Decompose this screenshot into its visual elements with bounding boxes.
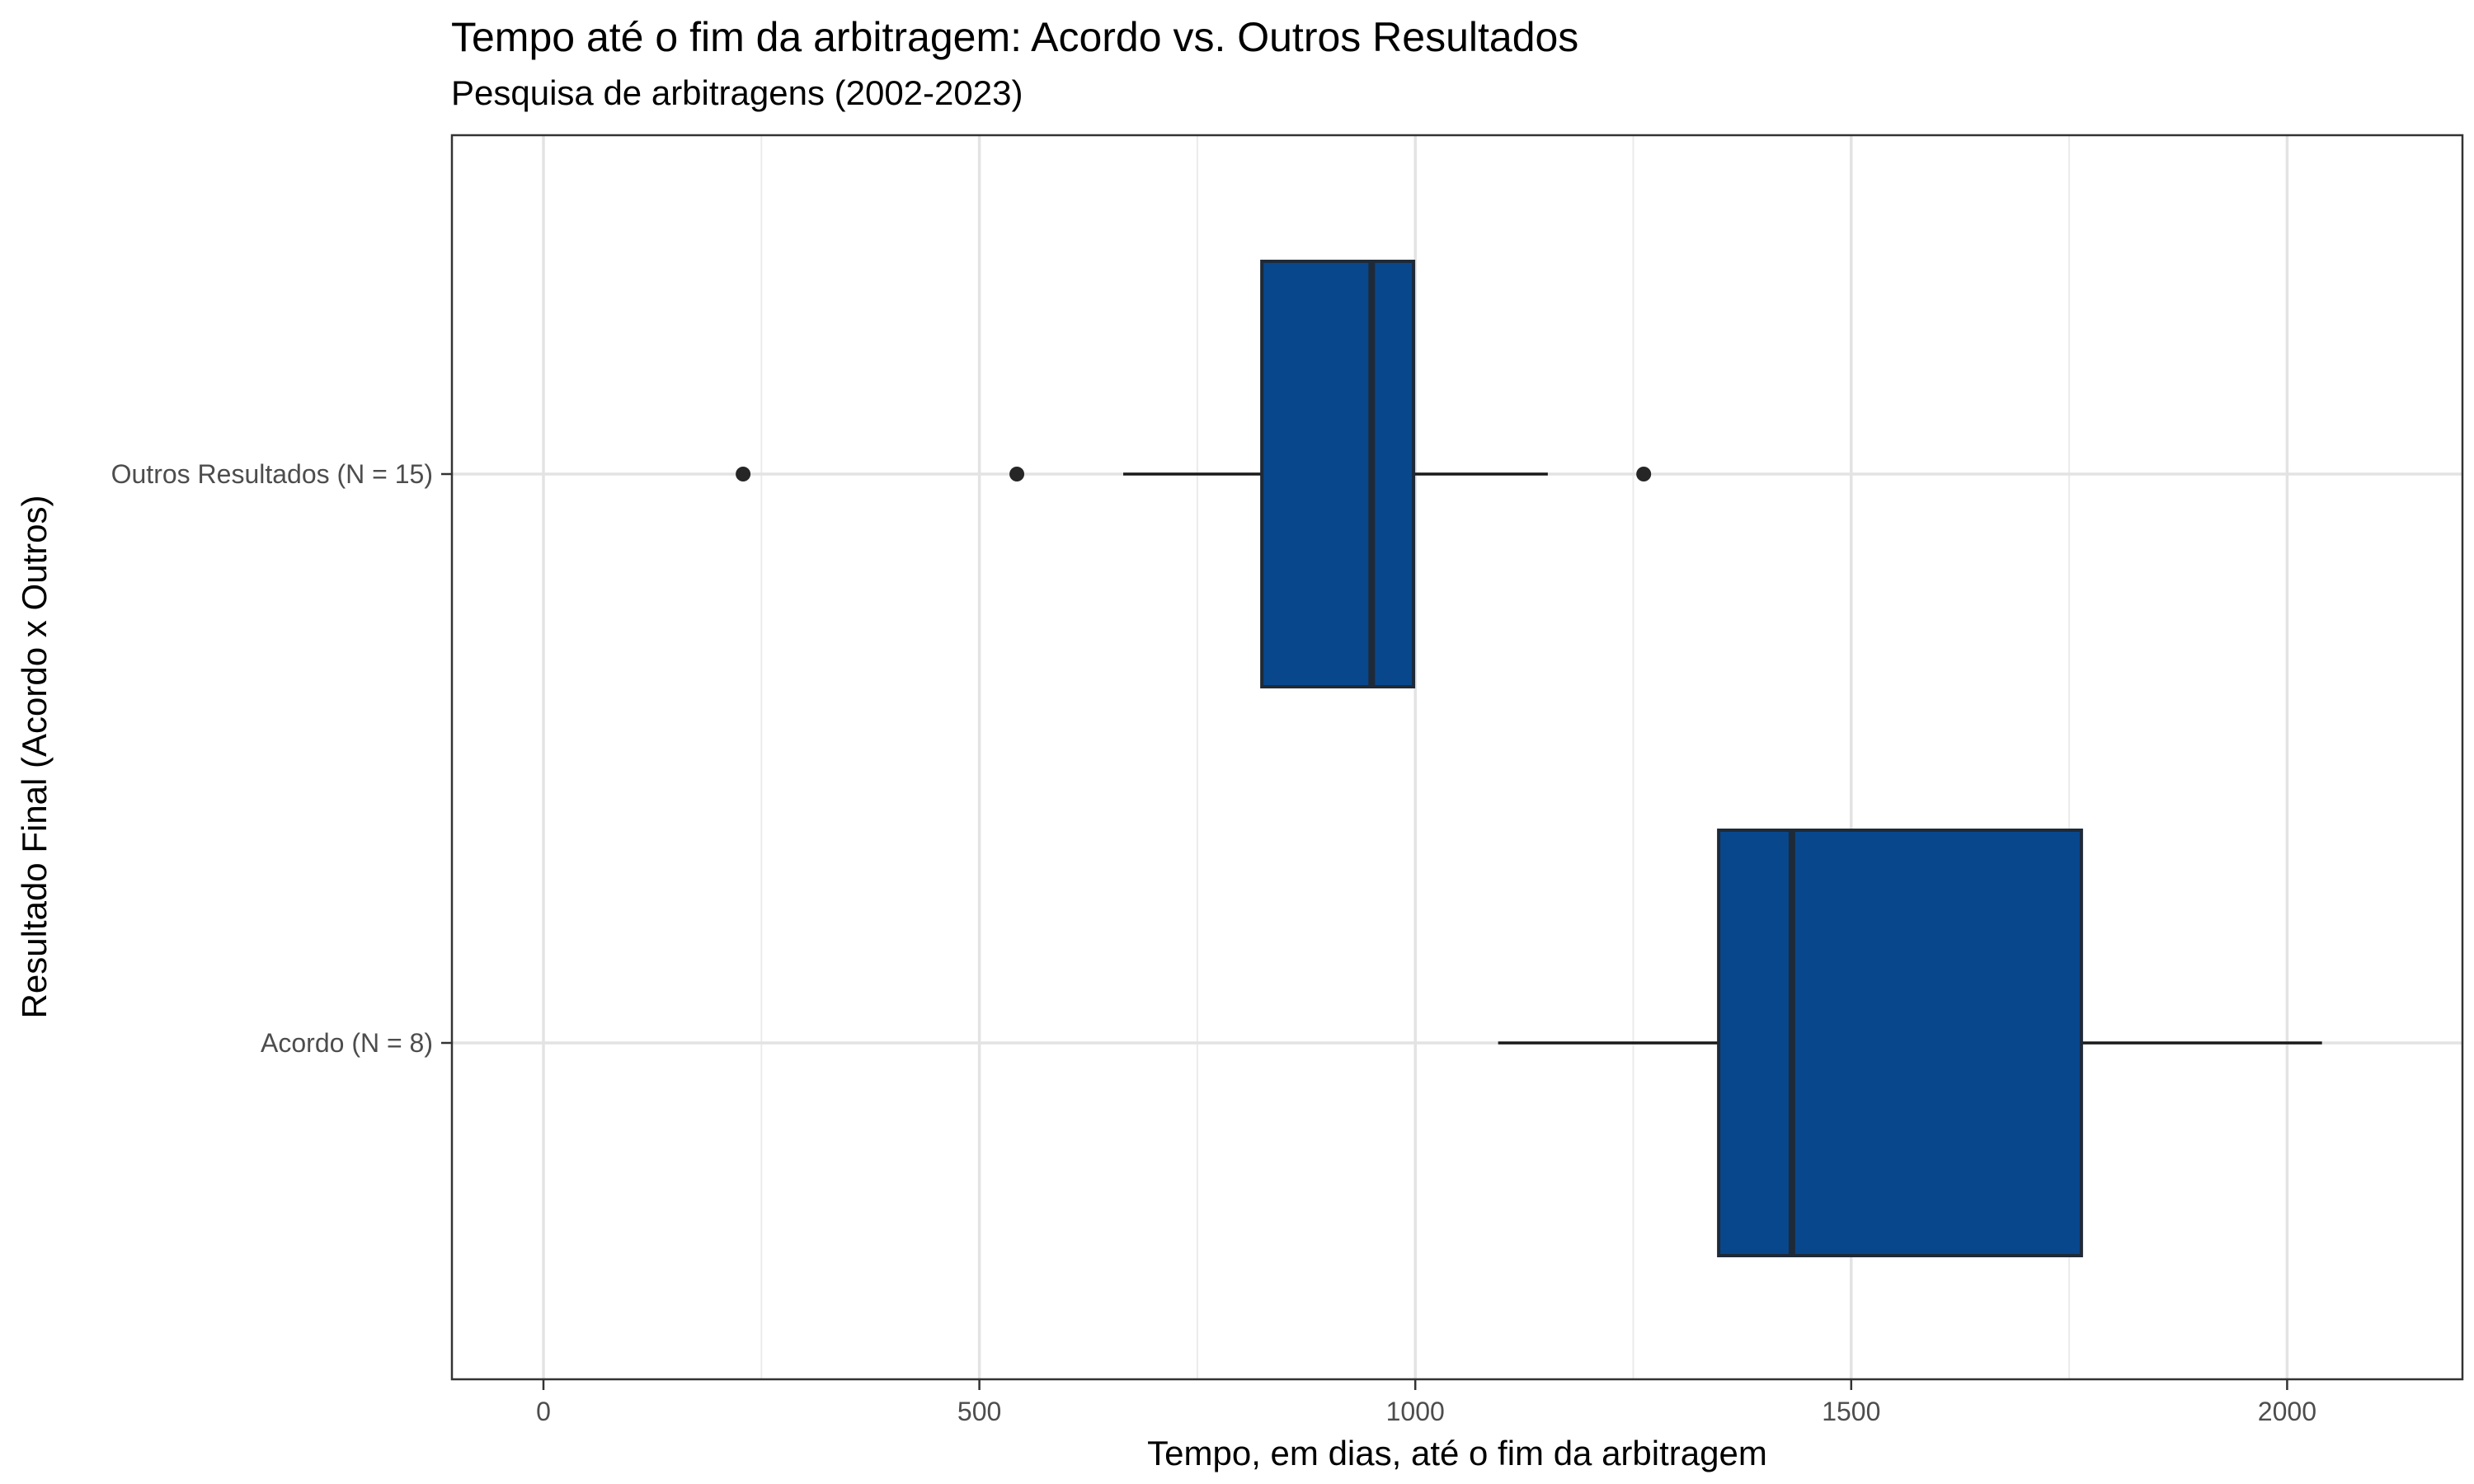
outlier-point bbox=[736, 467, 751, 481]
grid-layer bbox=[452, 135, 2462, 1379]
axis-layer: 0 500 1000 1500 2000 Outros Resultados (N = 1… bbox=[111, 459, 2316, 1426]
y-tick-label: Outros Resultados (N = 15) bbox=[111, 459, 433, 489]
box-iqr bbox=[1717, 829, 2083, 1257]
y-axis-title: Resultado Final (Acordo x Outros) bbox=[15, 495, 54, 1019]
panel-border bbox=[450, 134, 2464, 1381]
chart-subtitle: Pesquisa de arbitragens (2002-2023) bbox=[451, 73, 1023, 112]
x-tick-label: 2000 bbox=[2258, 1397, 2316, 1426]
y-tick-label: Acordo (N = 8) bbox=[261, 1028, 433, 1058]
x-tick-label: 1500 bbox=[1822, 1397, 1880, 1426]
x-tick-label: 1000 bbox=[1386, 1397, 1445, 1426]
outlier-point bbox=[1636, 467, 1652, 481]
box-iqr bbox=[1260, 260, 1416, 688]
x-axis-title: Tempo, em dias, até o fim da arbitragem bbox=[1147, 1434, 1767, 1472]
outlier-point bbox=[1009, 467, 1025, 481]
x-tick-label: 0 bbox=[536, 1397, 551, 1426]
chart-title: Tempo até o fim da arbitragem: Acordo vs… bbox=[451, 14, 1579, 60]
box-layer bbox=[736, 260, 2322, 1257]
x-tick-label: 500 bbox=[957, 1397, 1001, 1426]
